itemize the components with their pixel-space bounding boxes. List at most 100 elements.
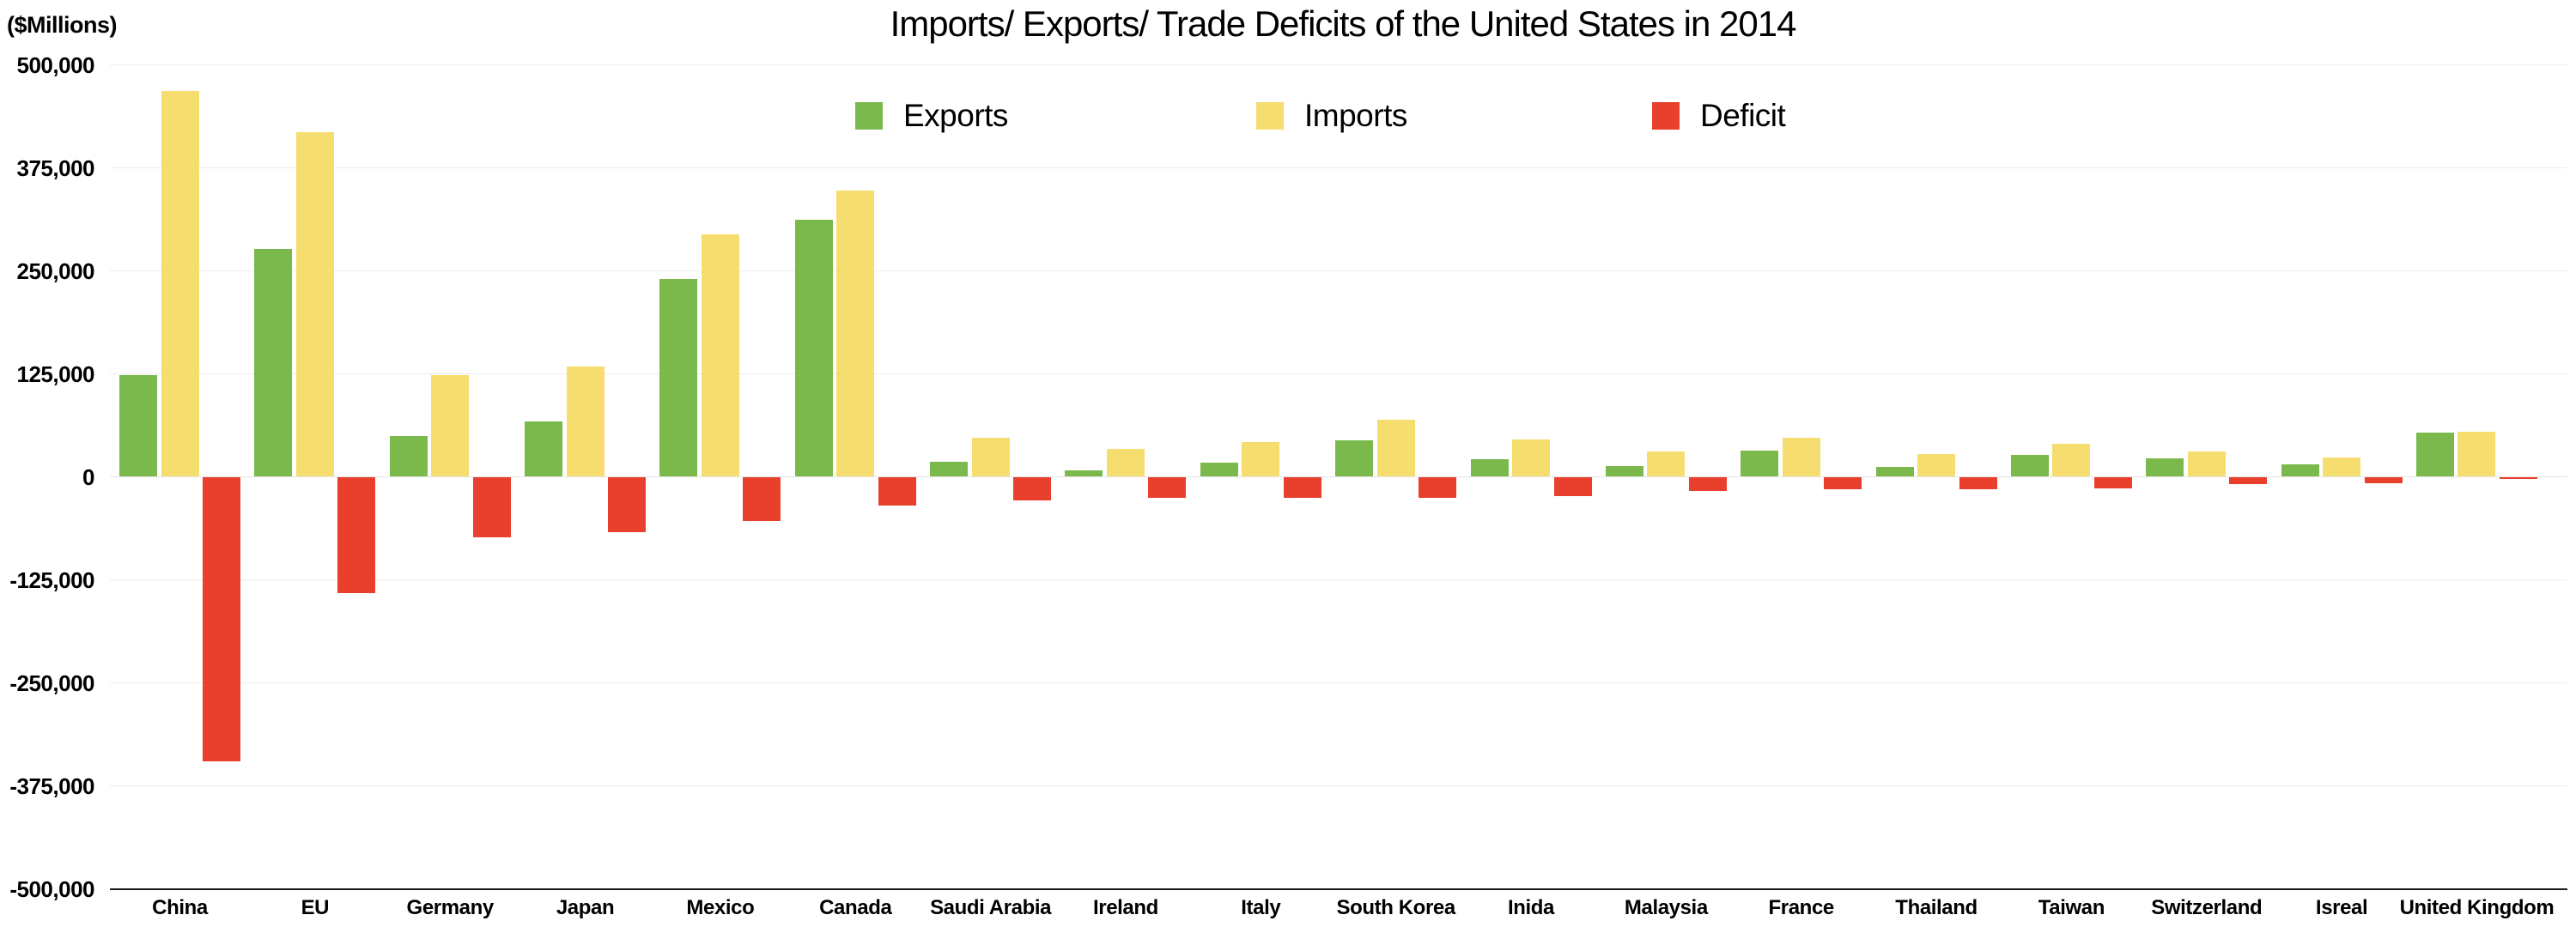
imports-bar[interactable]: [1242, 442, 1280, 477]
deficit-bar[interactable]: [1013, 476, 1052, 500]
exports-bar[interactable]: [2415, 432, 2454, 477]
bar-group: [1065, 0, 1187, 927]
bar-group: [1470, 0, 1592, 927]
bar-group: [930, 0, 1052, 927]
imports-bar[interactable]: [1106, 448, 1145, 477]
deficit-bar[interactable]: [1283, 476, 1321, 498]
deficit-bar[interactable]: [1553, 476, 1592, 497]
legend-item-exports[interactable]: Exports: [855, 100, 1008, 131]
bar-group: [659, 0, 781, 927]
imports-bar[interactable]: [295, 132, 334, 477]
y-gridline: [110, 64, 2567, 65]
imports-bar[interactable]: [1647, 451, 1686, 477]
deficit-bar[interactable]: [1688, 476, 1727, 492]
y-gridline: [110, 270, 2567, 271]
exports-bar[interactable]: [1741, 451, 1779, 477]
bar-group: [2010, 0, 2132, 927]
exports-bar[interactable]: [1200, 463, 1238, 477]
deficit-bar[interactable]: [472, 476, 511, 538]
deficit-bar[interactable]: [337, 476, 376, 593]
category-label: France: [1768, 896, 1835, 919]
y-gridline: [110, 373, 2567, 374]
category-label: Switzerland: [2151, 896, 2263, 919]
bar-group: [389, 0, 511, 927]
exports-bar[interactable]: [2010, 454, 2049, 477]
exports-bar[interactable]: [389, 436, 428, 477]
deficit-bar[interactable]: [1148, 476, 1187, 499]
y-gridline: [110, 579, 2567, 580]
category-label: United Kingdom: [2399, 896, 2555, 919]
y-gridline: [110, 167, 2567, 168]
bar-group: [1335, 0, 1457, 927]
exports-bar[interactable]: [1065, 470, 1103, 477]
chart-title: Imports/ Exports/ Trade Deficits of the …: [890, 3, 1797, 44]
imports-bar[interactable]: [1512, 439, 1550, 477]
bar-group: [1200, 0, 1321, 927]
imports-bar[interactable]: [2187, 451, 2226, 477]
y-tick-label: -250,000: [9, 670, 94, 696]
category-label: EU: [301, 896, 330, 919]
exports-bar[interactable]: [1470, 458, 1509, 477]
category-label: China: [152, 896, 208, 919]
deficit-bar[interactable]: [2364, 476, 2403, 484]
exports-bar[interactable]: [794, 219, 833, 477]
deficit-bar[interactable]: [608, 476, 647, 532]
x-axis-line: [110, 888, 2567, 890]
imports-bar[interactable]: [701, 234, 739, 477]
exports-bar[interactable]: [254, 248, 293, 477]
deficit-bar[interactable]: [203, 476, 240, 761]
bar-group: [119, 0, 240, 927]
exports-bar[interactable]: [2281, 464, 2319, 477]
y-tick-label: 375,000: [16, 154, 95, 181]
imports-bar[interactable]: [1782, 438, 1820, 477]
y-tick-label: -375,000: [9, 772, 94, 799]
deficit-bar[interactable]: [743, 476, 781, 522]
imports-bar[interactable]: [566, 366, 605, 477]
y-tick-label: 500,000: [16, 52, 95, 78]
exports-bar[interactable]: [930, 461, 969, 477]
exports-bar[interactable]: [1335, 439, 1374, 477]
exports-bar[interactable]: [659, 278, 698, 477]
legend-item-imports[interactable]: Imports: [1256, 100, 1407, 131]
legend-item-deficit[interactable]: Deficit: [1652, 98, 1786, 133]
imports-bar[interactable]: [971, 438, 1010, 477]
bar-group: [1741, 0, 1862, 927]
deficit-bar[interactable]: [1419, 476, 1457, 498]
imports-bar[interactable]: [2458, 432, 2496, 477]
deficit-bar[interactable]: [1959, 476, 1997, 490]
exports-bar[interactable]: [1605, 465, 1643, 477]
y-tick-label: 250,000: [16, 258, 95, 284]
exports-bar[interactable]: [1875, 467, 1914, 477]
exports-bar[interactable]: [2146, 458, 2184, 477]
imports-bar[interactable]: [431, 375, 470, 477]
deficit-bar[interactable]: [1824, 476, 1862, 490]
category-label: Canada: [819, 896, 892, 919]
imports-bar[interactable]: [161, 90, 199, 477]
imports-bar[interactable]: [1376, 419, 1415, 477]
exports-bar[interactable]: [119, 374, 157, 477]
imports-bar[interactable]: [1917, 454, 1956, 477]
category-label: Inida: [1507, 896, 1555, 919]
exports-swatch-icon: [855, 101, 883, 130]
category-label: South Korea: [1336, 896, 1456, 919]
legend-label: Deficit: [1700, 98, 1786, 133]
y-gridline: [110, 785, 2567, 786]
deficit-bar[interactable]: [2093, 476, 2132, 488]
imports-bar[interactable]: [836, 190, 875, 477]
legend-label: Exports: [903, 98, 1008, 133]
y-tick-label: 125,000: [16, 360, 95, 387]
deficit-bar[interactable]: [2229, 476, 2268, 485]
category-label: Mexico: [686, 896, 755, 919]
zero-gridline: [110, 476, 2567, 477]
category-label: Saudi Arabia: [930, 896, 1052, 919]
imports-bar[interactable]: [2323, 457, 2361, 477]
exports-bar[interactable]: [525, 421, 563, 477]
y-tick-label: 0: [82, 464, 94, 490]
category-label: Germany: [406, 896, 495, 919]
imports-bar[interactable]: [2052, 443, 2091, 477]
deficit-bar[interactable]: [878, 476, 916, 506]
deficit-bar[interactable]: [2499, 476, 2537, 479]
bar-group: [525, 0, 647, 927]
category-label: Japan: [556, 896, 615, 919]
